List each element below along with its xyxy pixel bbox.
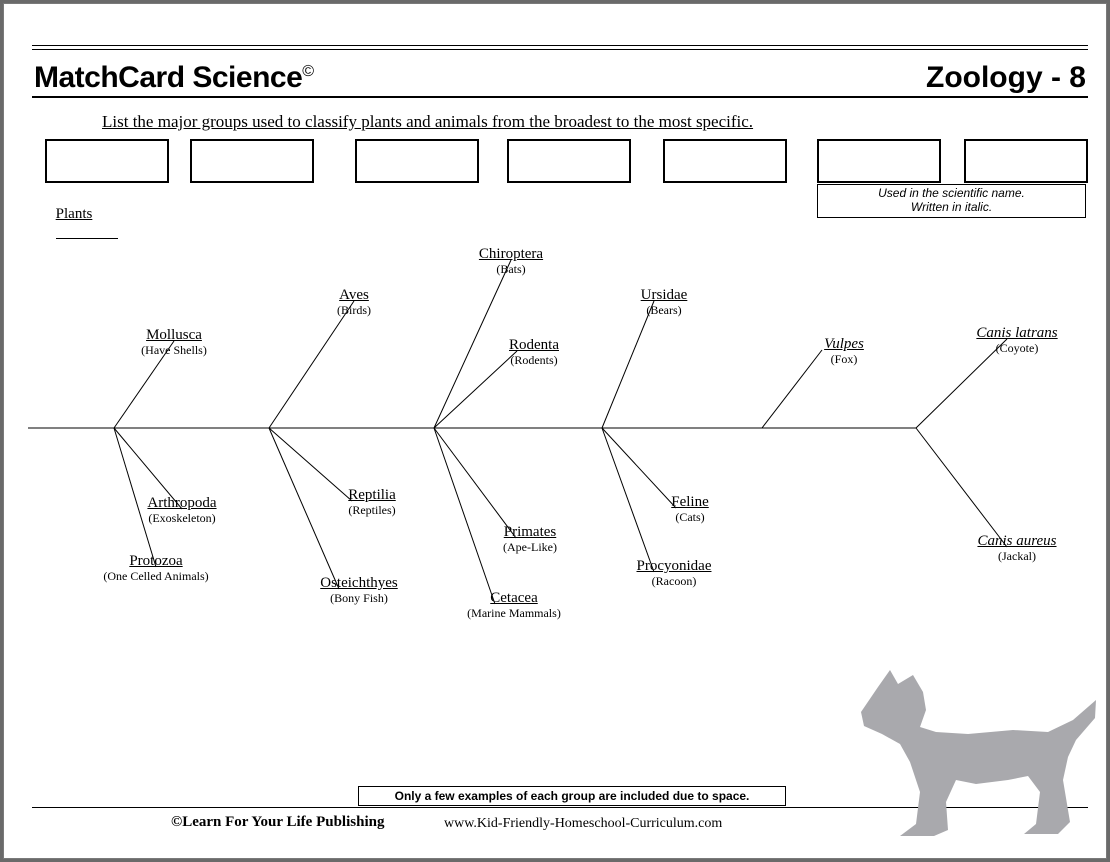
- scientific-name-note-line2: Written in italic.: [911, 200, 992, 214]
- scientific-name-note-line1: Used in the scientific name.: [878, 186, 1025, 200]
- answer-box-3[interactable]: [355, 139, 479, 183]
- answer-box-4[interactable]: [507, 139, 631, 183]
- scientific-name-note: Used in the scientific name. Written in …: [817, 184, 1086, 218]
- answer-box-2[interactable]: [190, 139, 314, 183]
- tree-node-label: Primates(Ape-Like): [450, 524, 610, 554]
- footer-note: Only a few examples of each group are in…: [358, 786, 786, 806]
- dog-silhouette-icon: [848, 652, 1098, 842]
- tree-node-label: Rodenta(Rodents): [454, 337, 614, 367]
- header-rule-top2: [32, 49, 1088, 50]
- tree-node-label: Protozoa(One Celled Animals): [76, 553, 236, 583]
- answer-box-1[interactable]: [45, 139, 169, 183]
- tree-node-label: Reptilia(Reptiles): [292, 487, 452, 517]
- plants-underline: [56, 238, 118, 239]
- tree-node-label: Cetacea(Marine Mammals): [434, 590, 594, 620]
- tree-node-label: Arthropoda(Exoskeleton): [102, 495, 262, 525]
- copyright-line: ©Learn For Your Life Publishing: [171, 814, 384, 831]
- answer-box-7[interactable]: [964, 139, 1088, 183]
- tree-node-label: Vulpes(Fox): [764, 336, 924, 366]
- tree-node-label: Canis aureus(Jackal): [937, 533, 1097, 563]
- tree-node-label: Mollusca(Have Shells): [94, 327, 254, 357]
- tree-node-label: Aves(Birds): [274, 287, 434, 317]
- tree-node-label: Feline(Cats): [610, 494, 770, 524]
- title-right: Zoology - 8: [926, 61, 1086, 95]
- tree-node-label: Ursidae(Bears): [584, 287, 744, 317]
- copyright-symbol: ©: [302, 63, 313, 80]
- answer-box-5[interactable]: [663, 139, 787, 183]
- header-rule-top: [32, 45, 1088, 46]
- header-rule-under-title: [32, 96, 1088, 98]
- instruction-text: List the major groups used to classify p…: [102, 112, 753, 132]
- tree-node-label: Chiroptera(Bats): [431, 246, 591, 276]
- tree-node-label: Osteichthyes(Bony Fish): [279, 575, 439, 605]
- title-left: MatchCard Science©: [34, 61, 314, 95]
- tree-node-label: Procyonidae(Racoon): [594, 558, 754, 588]
- worksheet-page: MatchCard Science© Zoology - 8 List the …: [3, 3, 1107, 859]
- tree-node-label: Canis latrans(Coyote): [937, 325, 1097, 355]
- website-url: www.Kid-Friendly-Homeschool-Curriculum.c…: [444, 816, 722, 832]
- tree-node-label: Plants: [3, 206, 154, 223]
- answer-box-6[interactable]: [817, 139, 941, 183]
- title-left-text: MatchCard Science: [34, 61, 302, 94]
